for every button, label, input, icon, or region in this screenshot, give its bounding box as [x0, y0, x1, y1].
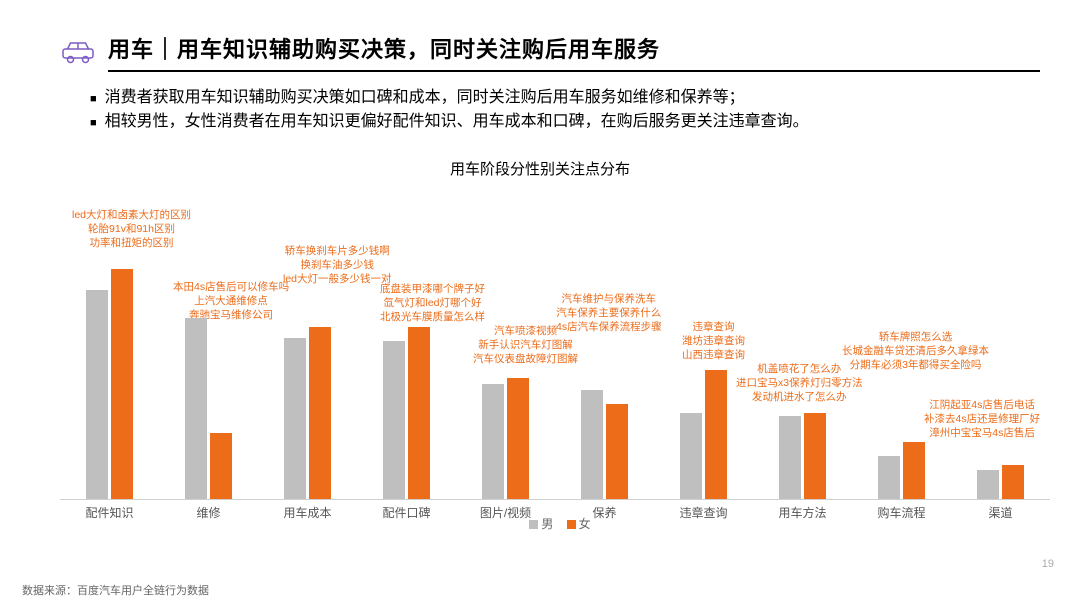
bar-group: 渠道	[951, 212, 1050, 499]
bar-female	[507, 378, 529, 499]
bullet-list: 消费者获取用车知识辅助购买决策如口碑和成本，同时关注购后用车服务如维修和保养等；…	[90, 86, 1040, 134]
slide-title: 用车｜用车知识辅助购买决策，同时关注购后用车服务	[108, 32, 1040, 64]
bar-female	[111, 269, 133, 499]
bar-female	[1002, 465, 1024, 499]
bar-group: 用车方法	[753, 212, 852, 499]
bar-male	[86, 290, 108, 500]
bar-male	[284, 338, 306, 499]
bullet-item: 消费者获取用车知识辅助购买决策如口碑和成本，同时关注购后用车服务如维修和保养等；	[90, 86, 1040, 110]
page-number: 19	[1042, 558, 1054, 570]
bar-group: 配件口碑	[357, 212, 456, 499]
bar-male	[482, 384, 504, 499]
bar-male	[878, 456, 900, 499]
chart-area: led大灯和卤素大灯的区别轮胎91v和91h区别功率和扭矩的区别本田4s店售后可…	[60, 182, 1050, 530]
bar-male	[779, 416, 801, 499]
chart-title: 用车阶段分性别关注点分布	[0, 158, 1080, 179]
bar-group: 保养	[555, 212, 654, 499]
data-source: 数据来源：百度汽车用户全链行为数据	[22, 582, 209, 598]
bar-male	[383, 341, 405, 499]
bar-female	[408, 327, 430, 499]
legend-swatch-female	[567, 520, 576, 529]
bar-male	[977, 470, 999, 499]
slide-header: 用车｜用车知识辅助购买决策，同时关注购后用车服务	[60, 32, 1040, 72]
bar-group: 违章查询	[654, 212, 753, 499]
bar-female	[705, 370, 727, 499]
bar-female	[210, 433, 232, 499]
chart-legend: 男 女	[60, 515, 1050, 532]
bar-female	[309, 327, 331, 499]
bar-male	[581, 390, 603, 499]
car-icon	[60, 38, 96, 66]
bar-female	[804, 413, 826, 499]
bar-female	[903, 442, 925, 499]
bar-group: 配件知识	[60, 212, 159, 499]
bar-male	[680, 413, 702, 499]
bar-female	[606, 404, 628, 499]
bullet-item: 相较男性，女性消费者在用车知识更偏好配件知识、用车成本和口碑，在购后服务更关注违…	[90, 110, 1040, 134]
legend-swatch-male	[529, 520, 538, 529]
bar-group: 购车流程	[852, 212, 951, 499]
bar-group: 维修	[159, 212, 258, 499]
bars-container: 配件知识维修用车成本配件口碑图片/视频保养违章查询用车方法购车流程渠道	[60, 212, 1050, 500]
bar-group: 图片/视频	[456, 212, 555, 499]
bar-group: 用车成本	[258, 212, 357, 499]
bar-male	[185, 318, 207, 499]
title-underline: 用车｜用车知识辅助购买决策，同时关注购后用车服务	[108, 32, 1040, 72]
